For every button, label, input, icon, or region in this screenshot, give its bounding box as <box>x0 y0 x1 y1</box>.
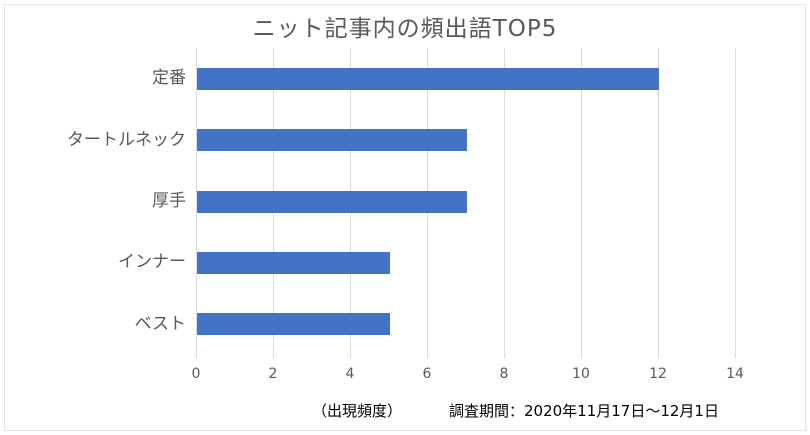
category-label: タートルネック <box>67 129 186 150</box>
gridline <box>658 48 659 358</box>
category-label: ベスト <box>134 313 186 334</box>
category-label: 厚手 <box>152 191 186 211</box>
x-axis-tick-label: 14 <box>726 366 744 382</box>
footnote-unit-label: （出現頻度） <box>312 402 403 420</box>
bar <box>197 251 390 274</box>
x-axis-tick-label: 0 <box>191 366 201 382</box>
x-axis-tick-label: 2 <box>268 366 278 382</box>
x-axis-tick-label: 6 <box>422 366 432 382</box>
category-label: インナー <box>118 252 186 273</box>
bar <box>197 129 467 152</box>
x-axis-tick-label: 4 <box>345 366 355 382</box>
bar <box>197 190 467 213</box>
x-axis-tick-label: 8 <box>499 366 509 382</box>
gridline <box>504 48 505 358</box>
bar <box>197 313 390 336</box>
gridline <box>196 48 197 358</box>
bar <box>197 67 659 90</box>
footnote-survey-period: 調査期間：2020年11月17日～12月1日 <box>449 402 719 420</box>
gridline <box>581 48 582 358</box>
x-axis-tick-label: 10 <box>572 366 590 382</box>
gridline <box>735 48 736 358</box>
chart-title: ニット記事内の頻出語TOP5 <box>252 16 558 42</box>
x-axis-tick-label: 12 <box>649 366 667 382</box>
plot-area <box>196 48 736 358</box>
category-label: 定番 <box>152 68 186 89</box>
